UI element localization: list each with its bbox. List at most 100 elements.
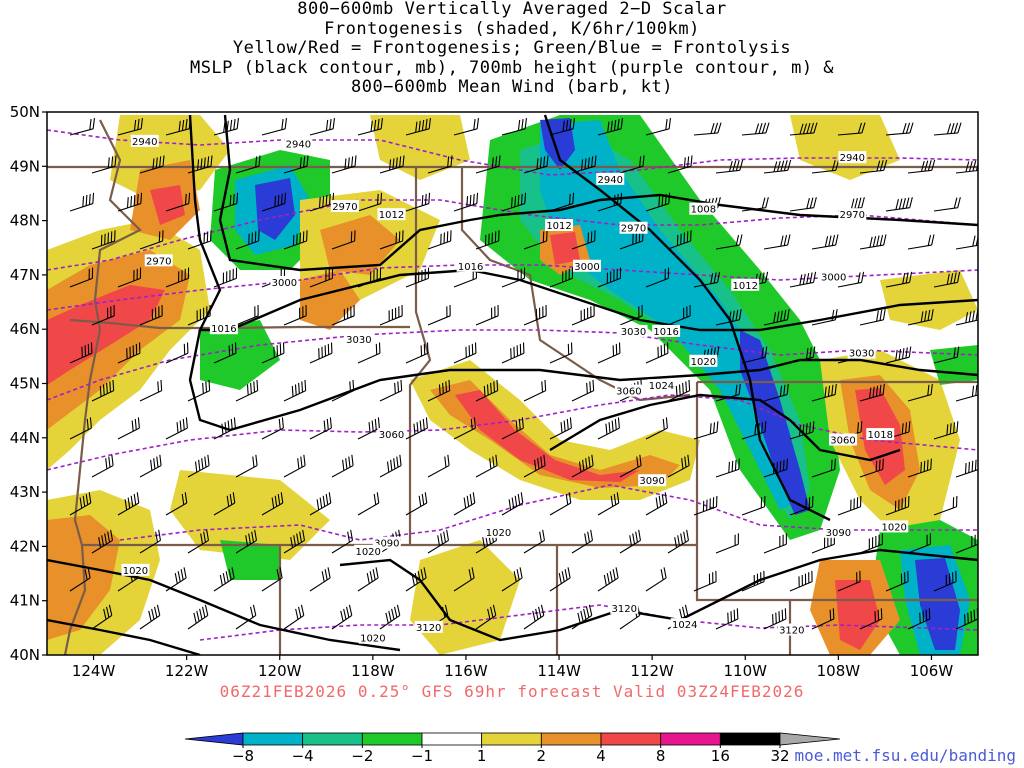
wind-barb [379,454,402,478]
wind-barb [859,309,886,326]
wind-barb [859,458,884,478]
wind-barb [309,567,331,592]
wind-barb [235,379,259,402]
wind-barb [523,604,545,630]
height-contour-label-text: 3120 [611,604,636,615]
wind-barb [741,122,770,136]
wind-barbs [69,118,978,630]
height-contour-label: 3000 [270,276,299,289]
height-contour-label-text: 3030 [621,327,646,338]
wind-barb [187,529,210,554]
wind-barb [165,267,190,288]
wind-barb [261,342,285,364]
map-panel: 2940 2940 2940 2940 2970 2970 2970 2970 3000 3000… [47,114,978,655]
wind-barb [139,305,163,326]
political-borders [47,119,978,655]
wind-barb [667,155,693,174]
wind-barb [933,570,957,592]
height-contour-3060 [47,394,978,471]
wind-barb [501,492,524,516]
wind-barb [955,384,978,402]
pressure-contour-label: 1020 [880,520,909,533]
x-tick-label: 120W [258,662,302,680]
wind-barb [549,417,572,440]
wind-barb [453,192,479,212]
wind-barb [789,346,816,364]
colorbar-label: 32 [770,747,789,765]
wind-barb [427,454,450,478]
wind-barb [933,496,958,516]
wind-barb [139,454,162,478]
height-contour-label-text: 3090 [826,528,851,539]
wind-barb [117,342,141,364]
wind-barb [235,529,258,554]
wind-barb [283,230,308,250]
wind-barb [693,496,718,516]
wind-barb [235,155,261,174]
height-contour-2970 [47,199,978,271]
pressure-contour-label-text: 1012 [379,210,404,221]
pressure-contour-label-text: 1018 [868,430,893,441]
wind-barb [715,608,739,630]
pressure-contour-1020-sw [47,558,401,652]
height-contour-label: 3000 [819,270,848,284]
wind-barb [117,118,144,136]
wind-barb [645,567,667,592]
wind-barb [427,305,451,326]
wind-barb [933,197,961,212]
wind-barb [859,234,887,250]
wind-barb [475,379,499,402]
pressure-contour-label: 1016 [652,324,681,338]
wind-barb [619,454,642,478]
shade-frontogenesis-utah [410,540,520,655]
height-contour-label: 3120 [610,601,639,615]
height-contour-label-text: 3120 [779,626,804,637]
height-contour-label: 2970 [619,221,648,235]
colorbar-swatch [600,732,662,746]
wind-barb [261,492,284,516]
wind-barb [379,305,403,326]
height-contour-label: 3060 [614,384,643,398]
wind-barb [117,417,140,440]
wind-barb [933,346,960,364]
height-contour-label: 2940 [838,151,867,164]
wind-barb [907,608,931,630]
wind-barb [523,305,547,326]
shade-frontogenesis-nw-max [150,185,185,225]
pressure-contour-label-text: 1012 [546,221,571,232]
wind-barb [405,118,432,136]
height-contour-label: 3060 [829,433,858,447]
wind-barb [811,458,836,478]
pressure-contour-label-text: 1012 [733,281,758,292]
pressure-contour-label-text: 1016 [211,324,236,335]
height-contour-label-text: 3030 [849,349,874,360]
wind-barb [501,118,528,136]
wind-barb [645,192,671,212]
colorbar-label: −1 [411,747,433,765]
colorbar-label: 8 [656,747,666,765]
shade-frontogenesis-ne-corner [790,115,900,180]
height-contour-label-text: 3000 [821,273,846,284]
wind-barb [549,267,574,288]
wind-barb [741,570,765,592]
wind-barb [523,230,548,250]
wind-barb [933,122,962,136]
colorbar-swatch [481,732,542,746]
source-credit[interactable]: moe.met.fsu.edu/banding [794,746,1016,765]
wind-barb [331,155,357,174]
wind-barb [693,122,722,136]
pressure-contour-label: 1020 [358,631,387,645]
pressure-contour-label: 1012 [731,278,760,292]
wind-barb [789,421,815,440]
wind-barb [549,492,572,516]
pressure-low-mt [543,114,831,522]
x-tick-label: 122W [165,662,209,680]
pressure-contour-label-text: 1020 [360,634,385,645]
wind-barb [379,604,401,630]
height-contour-3030 [47,329,978,401]
wind-barb [741,197,769,212]
wind-barb [427,230,452,250]
colorbar-label: 2 [537,747,547,765]
colorbar-swatch [361,732,423,746]
pressure-contour-label: 1016 [209,322,238,335]
